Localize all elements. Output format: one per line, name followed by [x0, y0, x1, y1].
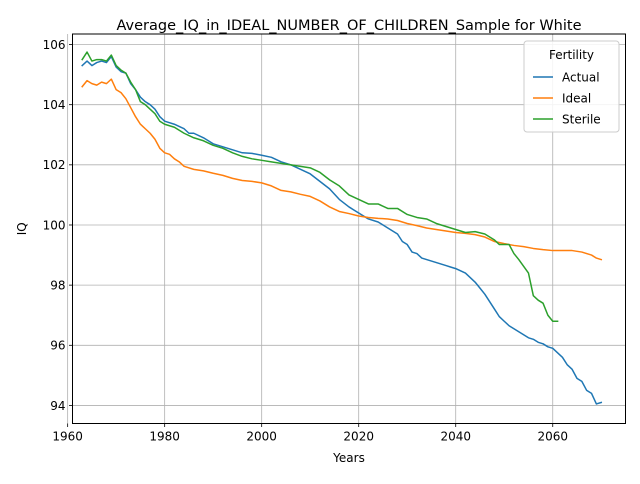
- y-tick-label: 100: [43, 218, 66, 232]
- series-line-sterile: [81, 51, 559, 322]
- y-tick-label: 94: [50, 399, 65, 413]
- legend-box: [523, 40, 620, 133]
- plot-frame: [72, 33, 626, 424]
- x-tick-label: 1980: [149, 430, 180, 444]
- y-tick-label: 96: [50, 339, 65, 353]
- legend: Fertility Actual Ideal Sterile: [523, 40, 620, 133]
- grid: [67, 34, 626, 424]
- x-axis-label: Years: [332, 451, 365, 465]
- x-tick-label: 2000: [246, 430, 277, 444]
- axis-ticks: 1960 1980 2000 2020 2040 2060 94 96 98 100 102 104 1…: [43, 38, 568, 444]
- legend-entries: Actual Ideal Sterile: [533, 70, 601, 126]
- x-tick-label: 2020: [343, 430, 374, 444]
- legend-label-sterile: Sterile: [562, 112, 601, 126]
- series-lines: [81, 51, 603, 405]
- x-tick-label: 1960: [52, 430, 83, 444]
- chart-title: Average_IQ_in_IDEAL_NUMBER_OF_CHILDREN_S…: [116, 18, 581, 34]
- legend-title: Fertility: [549, 48, 594, 62]
- series-line-actual: [81, 55, 603, 405]
- legend-label-ideal: Ideal: [562, 91, 591, 105]
- y-tick-label: 106: [43, 38, 66, 52]
- y-tick-label: 98: [50, 278, 65, 292]
- x-tick-label: 2040: [440, 430, 471, 444]
- y-tick-label: 104: [43, 98, 66, 112]
- x-tick-label: 2060: [537, 430, 568, 444]
- legend-label-actual: Actual: [562, 70, 600, 84]
- y-tick-label: 102: [43, 158, 66, 172]
- y-axis-label: IQ: [15, 222, 29, 235]
